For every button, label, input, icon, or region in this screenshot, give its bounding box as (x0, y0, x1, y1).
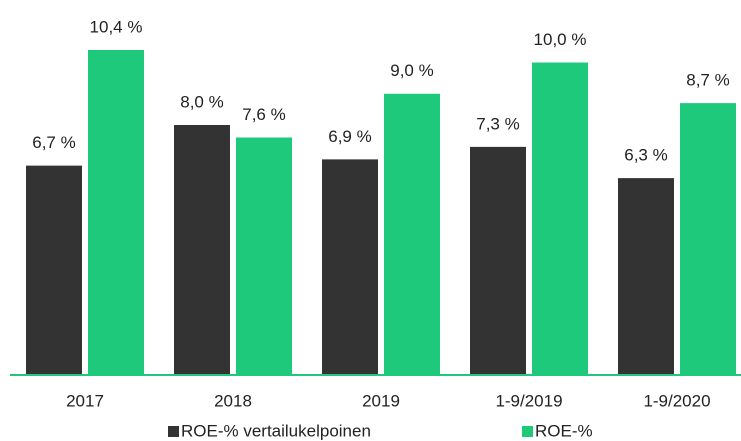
bar (470, 146, 526, 375)
value-label: 8,0 % (180, 92, 223, 111)
value-label: 7,6 % (242, 105, 285, 124)
value-label: 6,9 % (328, 127, 371, 146)
bar (236, 137, 292, 375)
value-label: 6,7 % (32, 133, 75, 152)
bar (618, 178, 674, 375)
value-label: 6,3 % (624, 146, 667, 165)
x-tick-label: 2019 (362, 391, 400, 410)
bar (88, 50, 144, 375)
x-tick-label: 2017 (66, 391, 104, 410)
value-label: 8,7 % (686, 71, 729, 90)
legend-label: ROE-% (535, 421, 593, 440)
x-tick-label: 1-9/2020 (643, 391, 710, 410)
value-label: 10,0 % (534, 30, 587, 49)
bar (384, 93, 440, 375)
value-label: 7,3 % (476, 114, 519, 133)
legend-swatch (168, 426, 179, 437)
x-tick-label: 1-9/2019 (495, 391, 562, 410)
legend-label: ROE-% vertailukelpoinen (181, 421, 371, 440)
value-label: 9,0 % (390, 61, 433, 80)
x-tick-label: 2018 (214, 391, 252, 410)
bar (680, 103, 736, 375)
bar (174, 125, 230, 375)
bar (322, 159, 378, 375)
bar (26, 165, 82, 375)
bar (532, 62, 588, 375)
legend-swatch (522, 426, 533, 437)
value-label: 10,4 % (90, 17, 143, 36)
